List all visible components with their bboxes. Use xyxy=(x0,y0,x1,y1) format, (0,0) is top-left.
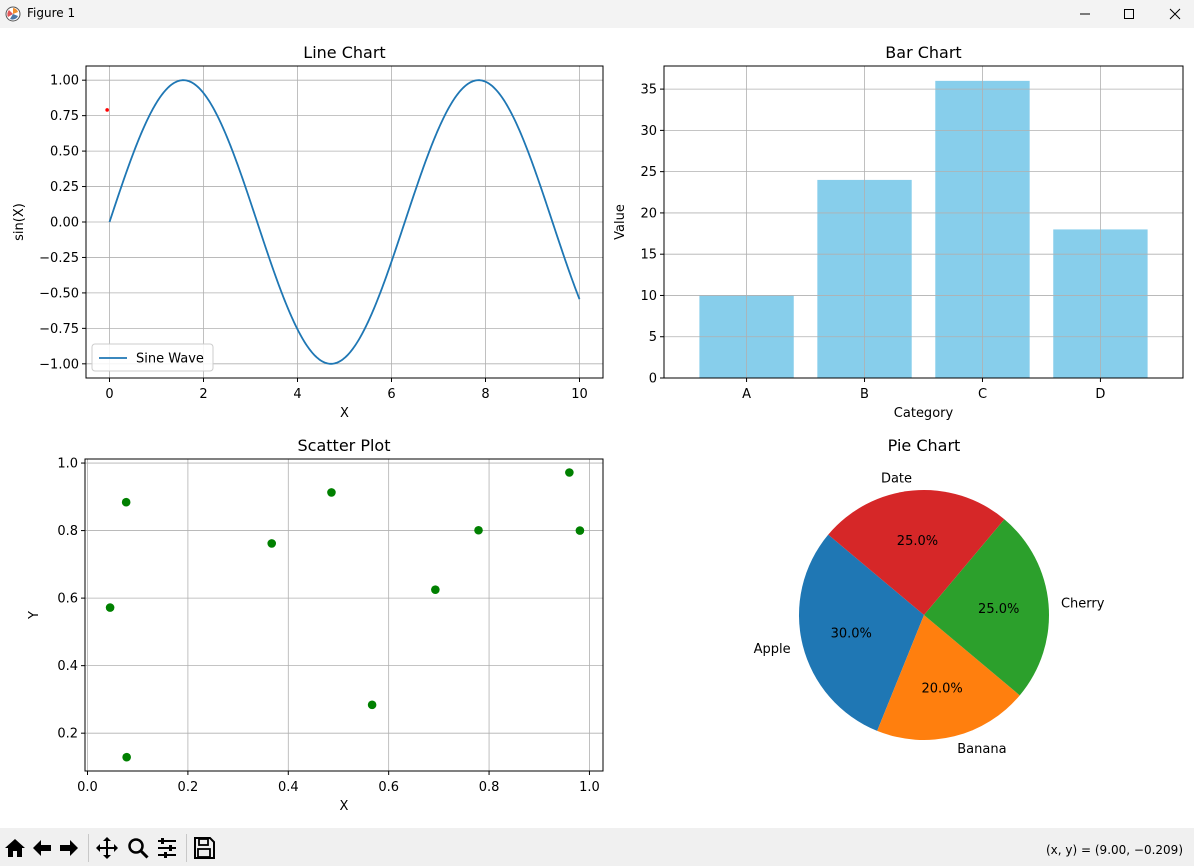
window-titlebar: Figure 1 xyxy=(0,0,1194,28)
line-chart-ytick-label: −0.50 xyxy=(39,286,79,301)
scatter-point xyxy=(122,753,131,762)
bar-chart-xtick-label: B xyxy=(860,387,869,402)
scatter-plot-frame xyxy=(85,459,603,771)
scatter-point xyxy=(106,603,115,612)
line-chart-ylabel: sin(X) xyxy=(12,203,27,241)
bar-chart-ylabel: Value xyxy=(613,204,628,240)
line-chart-xtick-label: 2 xyxy=(199,387,207,402)
maximize-button[interactable] xyxy=(1106,0,1152,28)
pie-chart-title: Pie Chart xyxy=(888,436,961,455)
scatter-plot-xtick-label: 0.2 xyxy=(178,780,199,795)
scatter-plot-ylabel: Y xyxy=(27,611,42,620)
line-chart-ytick-label: 0.00 xyxy=(50,216,79,231)
minimize-icon xyxy=(1079,8,1091,20)
line-chart-xtick-label: 10 xyxy=(571,387,588,402)
scatter-plot-ytick-label: 0.4 xyxy=(57,659,78,674)
bar-chart-xtick-label: A xyxy=(742,387,751,402)
pie-category-label: Cherry xyxy=(1061,597,1105,612)
scatter-point xyxy=(576,526,585,535)
pie-category-label: Banana xyxy=(957,742,1006,757)
bar-chart-xtick-label: D xyxy=(1095,387,1105,402)
bar-chart-title: Bar Chart xyxy=(885,43,961,62)
line-chart-ytick-label: 0.75 xyxy=(50,109,79,124)
navigation-toolbar: (x, y) = (9.00, −0.209) xyxy=(0,828,1194,866)
save-icon[interactable] xyxy=(192,836,216,860)
pie-pct-label: 25.0% xyxy=(897,534,938,549)
scatter-plot-xtick-label: 1.0 xyxy=(579,780,600,795)
bar-chart-xlabel: Category xyxy=(894,406,954,421)
line-chart-ytick-label: 0.25 xyxy=(50,180,79,195)
scatter-point xyxy=(122,498,131,507)
bar-chart-ytick-label: 25 xyxy=(640,165,657,180)
pie-pct-label: 30.0% xyxy=(831,627,872,642)
minimize-button[interactable] xyxy=(1062,0,1108,28)
line-chart-ytick-label: −1.00 xyxy=(39,357,79,372)
line-chart-ytick-label: 1.00 xyxy=(50,74,79,89)
pan-icon[interactable] xyxy=(95,836,119,860)
scatter-plot-ytick-label: 0.2 xyxy=(57,727,78,742)
legend-label-sine-wave: Sine Wave xyxy=(136,352,204,367)
scatter-point xyxy=(267,539,276,548)
bar-chart-xtick-label: C xyxy=(978,387,987,402)
zoom-icon[interactable] xyxy=(126,836,150,860)
window-title: Figure 1 xyxy=(27,6,75,20)
bar-chart-ytick-label: 15 xyxy=(640,248,657,263)
line-chart-xtick-label: 8 xyxy=(481,387,489,402)
line-chart-xlabel: X xyxy=(340,406,349,421)
line-chart-marker-point xyxy=(105,108,109,112)
scatter-plot-ytick-label: 0.8 xyxy=(57,524,78,539)
scatter-point xyxy=(474,526,483,535)
figure-canvas[interactable]: Line Chart 0 2 4 6 8 10 −1.00 −0.75 −0.50 −0.25 0.0… xyxy=(0,28,1194,828)
scatter-plot-xtick-label: 0.8 xyxy=(479,780,500,795)
line-chart-ytick-label: −0.75 xyxy=(39,322,79,337)
close-icon xyxy=(1169,8,1181,20)
pie-pct-label: 20.0% xyxy=(921,681,962,696)
bar-chart-ytick-label: 0 xyxy=(649,372,657,387)
line-chart-title: Line Chart xyxy=(303,43,385,62)
scatter-point xyxy=(565,468,574,477)
bar-chart-ytick-label: 30 xyxy=(640,124,657,139)
toolbar-separator xyxy=(186,834,187,862)
scatter-point xyxy=(327,488,336,497)
scatter-plot-xtick-label: 0.0 xyxy=(77,780,98,795)
line-chart-ytick-label: −0.25 xyxy=(39,251,79,266)
bar-chart-ytick-label: 35 xyxy=(640,83,657,98)
cursor-coordinates: (x, y) = (9.00, −0.209) xyxy=(1046,843,1183,857)
scatter-plot-xtick-label: 0.6 xyxy=(378,780,399,795)
forward-icon[interactable] xyxy=(57,836,81,860)
maximize-icon xyxy=(1123,8,1135,20)
line-chart-xtick-label: 4 xyxy=(293,387,301,402)
close-button[interactable] xyxy=(1152,0,1194,28)
pie-category-label: Date xyxy=(881,472,912,487)
bar-chart-ytick-label: 20 xyxy=(640,206,657,221)
line-chart-legend: Sine Wave xyxy=(92,344,213,371)
scatter-plot-ytick-label: 1.0 xyxy=(57,457,78,472)
scatter-point xyxy=(431,585,440,594)
matplotlib-app-icon xyxy=(4,5,22,23)
line-chart-xtick-label: 6 xyxy=(387,387,395,402)
bar-chart-ytick-label: 5 xyxy=(649,330,657,345)
line-chart-ytick-label: 0.50 xyxy=(50,145,79,160)
scatter-plot-ytick-label: 0.6 xyxy=(57,592,78,607)
configure-icon[interactable] xyxy=(155,836,179,860)
home-icon[interactable] xyxy=(3,836,27,860)
line-chart-xtick-label: 0 xyxy=(105,387,113,402)
bar-chart-ytick-label: 10 xyxy=(640,289,657,304)
pie-pct-label: 25.0% xyxy=(978,602,1019,617)
back-icon[interactable] xyxy=(30,836,54,860)
pie-category-label: Apple xyxy=(754,642,791,657)
scatter-plot-xtick-label: 0.4 xyxy=(278,780,299,795)
scatter-plot-xlabel: X xyxy=(340,799,349,814)
scatter-point xyxy=(368,701,377,710)
scatter-plot-title: Scatter Plot xyxy=(298,436,391,455)
toolbar-separator xyxy=(88,834,89,862)
